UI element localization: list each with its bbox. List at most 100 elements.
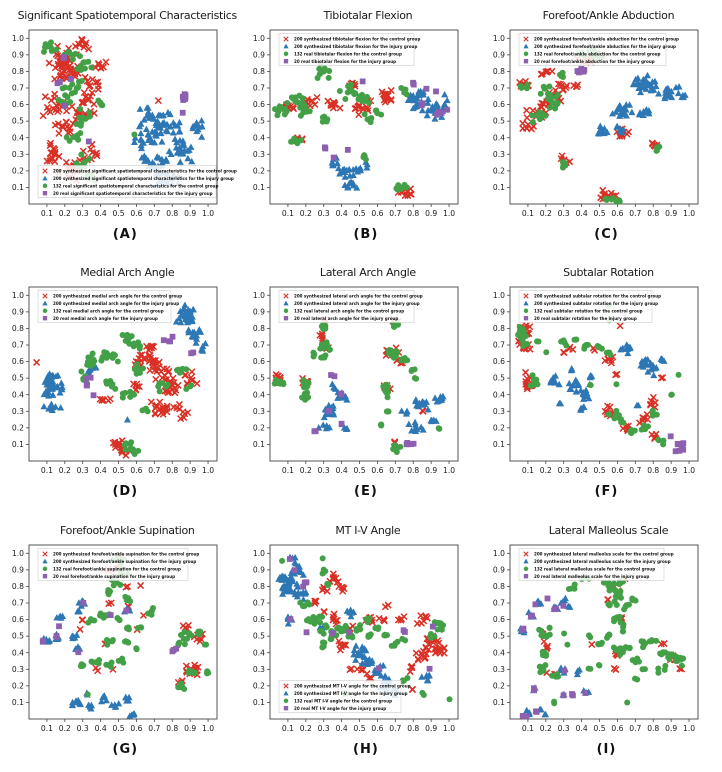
svg-text:20 real medial arch angle for: 20 real medial arch angle for the injury…: [53, 316, 158, 321]
legend: 200 synthesized lateral arch angle for t…: [278, 290, 423, 324]
svg-text:200 synthesized forefoot/ankle: 200 synthesized forefoot/ankle abduction…: [534, 37, 679, 42]
svg-text:0.9: 0.9: [12, 50, 24, 59]
svg-text:0.7: 0.7: [389, 466, 401, 475]
legend-entry: 200 synthesized subtalar rotation for th…: [523, 300, 659, 306]
svg-text:0.7: 0.7: [253, 84, 265, 93]
svg-text:200 synthesized lateral malleo: 200 synthesized lateral malleolus scale …: [534, 551, 674, 556]
svg-text:0.5: 0.5: [12, 117, 24, 126]
scatter-points-purple-square: [83, 334, 197, 399]
panel-caption-B: (B): [353, 227, 379, 242]
svg-text:200 synthesized subtalar rotat: 200 synthesized subtalar rotation for th…: [534, 301, 658, 306]
svg-text:0.2: 0.2: [253, 166, 265, 175]
y-axis-ticks: 0.1 0.2 0.3 0.4 0.5 0.6 0.7 0.8 0.9 1.0: [253, 548, 270, 707]
legend-entry: 20 real forefoot/ankle abduction for the…: [524, 59, 655, 64]
svg-text:0.8: 0.8: [166, 209, 178, 218]
y-axis-ticks: 0.1 0.2 0.3 0.4 0.5 0.6 0.7 0.8 0.9 1.0: [12, 34, 30, 192]
svg-text:20 real tibiotalar flexion for: 20 real tibiotalar flexion for the injur…: [294, 59, 396, 64]
svg-text:0.3: 0.3: [493, 150, 505, 159]
legend-entry: 200 synthesized lateral malleolus scale …: [523, 558, 671, 564]
svg-text:0.8: 0.8: [648, 466, 660, 475]
svg-text:0.8: 0.8: [407, 209, 419, 218]
svg-text:0.5: 0.5: [353, 724, 365, 733]
legend-entry: 200 synthesized tibiotalar flexion for t…: [283, 43, 417, 49]
svg-text:0.9: 0.9: [12, 565, 24, 574]
panel-caption-G: (G): [112, 741, 139, 757]
legend-entry: 200 synthesized forefoot/ankle supinatio…: [42, 550, 200, 557]
scatter-points-blue-triangle: [328, 87, 451, 191]
svg-text:0.5: 0.5: [353, 209, 365, 218]
svg-text:1.0: 1.0: [202, 209, 214, 218]
legend-entry: 132 real lateral arch angle for the cont…: [283, 309, 404, 314]
svg-text:0.4: 0.4: [493, 133, 505, 142]
svg-text:0.8: 0.8: [166, 466, 178, 475]
svg-text:0.2: 0.2: [12, 166, 24, 175]
scatter-points-purple-square: [286, 555, 436, 672]
svg-text:0.6: 0.6: [493, 100, 505, 109]
svg-text:0.9: 0.9: [184, 724, 196, 733]
svg-text:0.6: 0.6: [131, 209, 143, 218]
svg-text:0.6: 0.6: [371, 724, 383, 733]
svg-text:0.5: 0.5: [594, 466, 606, 475]
svg-text:0.9: 0.9: [425, 724, 437, 733]
svg-text:0.1: 0.1: [12, 698, 24, 707]
legend: 200 synthesized MT I-V angle for the con…: [278, 679, 411, 713]
svg-text:0.4: 0.4: [335, 209, 347, 218]
svg-text:200 synthesized lateral malleo: 200 synthesized lateral malleolus scale …: [534, 559, 671, 564]
svg-text:0.4: 0.4: [493, 391, 505, 400]
panel-F: Subtalar Rotation 0.1 0.2 0.3 0.4 0.5 0.6 0.7 0.…: [481, 257, 722, 514]
svg-text:0.3: 0.3: [253, 150, 265, 159]
scatter-points-blue-triangle: [547, 341, 669, 414]
scatter-plot-A: 0.1 0.2 0.3 0.4 0.5 0.6 0.7 0.8 0.9 1.00.10.20.30…: [12, 29, 237, 218]
svg-text:0.7: 0.7: [630, 724, 642, 733]
svg-text:132 real subtalar rotation for: 132 real subtalar rotation for the contr…: [534, 309, 643, 314]
legend-entry: 132 real lateral malleolus scale for the…: [524, 566, 656, 571]
svg-text:132 real forefoot/ankle supina: 132 real forefoot/ankle supination for t…: [53, 566, 181, 571]
scatter-points-green-circle: [78, 332, 195, 458]
svg-text:0.9: 0.9: [12, 308, 24, 317]
svg-text:0.9: 0.9: [493, 50, 505, 59]
scatter-points-blue-triangle: [595, 71, 690, 137]
svg-text:20 real significant spatiotemp: 20 real significant spatiotemporal chara…: [53, 191, 213, 196]
svg-text:0.8: 0.8: [493, 67, 505, 76]
scatter-plot-B: 0.1 0.2 0.3 0.4 0.5 0.6 0.7 0.8 0.9 1.00.10.20.30…: [253, 29, 459, 218]
scatter-plot-F: 0.1 0.2 0.3 0.4 0.5 0.6 0.7 0.8 0.9 1.00.10.20.30…: [493, 286, 699, 475]
x-axis-ticks: 0.1 0.2 0.3 0.4 0.5 0.6 0.7 0.8 0.9 1.0: [41, 461, 215, 475]
svg-text:0.1: 0.1: [41, 466, 53, 475]
svg-text:0.2: 0.2: [540, 466, 552, 475]
x-axis-ticks: 0.1 0.2 0.3 0.4 0.5 0.6 0.7 0.8 0.9 1.0: [522, 718, 696, 733]
svg-text:0.7: 0.7: [149, 209, 161, 218]
svg-text:0.6: 0.6: [371, 466, 383, 475]
panel-title-C: Forefoot/Ankle Abduction: [542, 9, 675, 22]
svg-text:0.4: 0.4: [576, 466, 588, 475]
svg-text:0.4: 0.4: [12, 391, 24, 400]
svg-text:0.3: 0.3: [77, 209, 89, 218]
legend-entry: 20 real subtalar rotation for the injury…: [524, 316, 637, 321]
svg-text:0.1: 0.1: [12, 440, 24, 449]
panel-title-B: Tibiotalar Flexion: [323, 9, 413, 22]
legend: 200 synthesized significant spatiotempor…: [37, 165, 237, 198]
scatter-points-green-circle: [271, 319, 443, 456]
panel-caption-A: (A): [112, 227, 138, 242]
svg-text:200 synthesized forefoot/ankle: 200 synthesized forefoot/ankle supinatio…: [53, 559, 196, 564]
legend-entry: 20 real tibiotalar flexion for the injur…: [283, 59, 396, 64]
svg-text:200 synthesized lateral arch a: 200 synthesized lateral arch angle for t…: [294, 294, 423, 299]
scatter-points-green-circle: [271, 60, 410, 193]
legend-entry: 200 synthesized MT I-V angle for the inj…: [283, 690, 407, 696]
svg-text:200 synthesized MT I-V angle f: 200 synthesized MT I-V angle for the con…: [294, 683, 411, 688]
svg-text:0.9: 0.9: [184, 209, 196, 218]
legend-entry: 200 synthesized subtalar rotation for th…: [523, 293, 662, 299]
svg-text:200 synthesized tibiotalar fle: 200 synthesized tibiotalar flexion for t…: [294, 37, 420, 42]
svg-text:0.9: 0.9: [493, 565, 505, 574]
legend: 200 synthesized lateral malleolus scale …: [519, 547, 674, 581]
y-axis-ticks: 0.1 0.2 0.3 0.4 0.5 0.6 0.7 0.8 0.9 1.0: [493, 291, 511, 449]
svg-text:0.2: 0.2: [540, 724, 552, 733]
scatter-plot-I: 0.1 0.2 0.3 0.4 0.5 0.6 0.7 0.8 0.9 1.00.10.20.30…: [493, 544, 699, 733]
svg-text:0.5: 0.5: [493, 117, 505, 126]
svg-text:0.9: 0.9: [184, 466, 196, 475]
svg-text:200 synthesized medial arch an: 200 synthesized medial arch angle for th…: [53, 294, 182, 299]
svg-text:0.8: 0.8: [253, 67, 265, 76]
svg-text:1.0: 1.0: [443, 466, 455, 475]
svg-text:0.4: 0.4: [253, 648, 265, 657]
svg-text:0.9: 0.9: [425, 466, 437, 475]
svg-text:200 synthesized subtalar rotat: 200 synthesized subtalar rotation for th…: [534, 294, 661, 299]
